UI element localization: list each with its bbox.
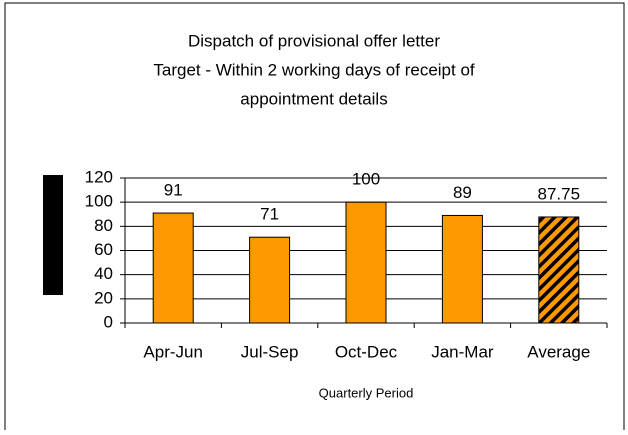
y-tick-label: 0 <box>104 312 113 331</box>
bar <box>345 201 387 324</box>
x-tick-label: Oct-Dec <box>335 342 398 361</box>
chart-title: appointment details <box>240 89 387 108</box>
bar <box>441 214 483 324</box>
chart-title: Dispatch of provisional offer letter <box>188 31 440 50</box>
value-label: 71 <box>260 205 279 224</box>
x-tick-label: Average <box>527 342 590 361</box>
y-tick-label: 80 <box>94 216 113 235</box>
y-tick-label: 100 <box>85 192 113 211</box>
chart-title: Target - Within 2 working days of receip… <box>153 60 475 79</box>
x-tick-label: Jan-Mar <box>431 342 494 361</box>
value-label: 100 <box>352 170 380 189</box>
y-tick-label: 40 <box>94 264 113 283</box>
y-tick-label: 60 <box>94 240 113 259</box>
x-tick-label: Apr-Jun <box>143 342 203 361</box>
redacted-axis-title <box>43 175 63 295</box>
chart-frame <box>4 2 625 435</box>
y-tick-label: 20 <box>94 288 113 307</box>
y-tick-label: 120 <box>85 167 113 186</box>
bar <box>152 212 194 324</box>
bar <box>249 236 291 324</box>
x-axis-label: Quarterly Period <box>319 385 414 400</box>
value-label: 89 <box>453 183 472 202</box>
value-label: 87.75 <box>538 184 581 203</box>
bar <box>538 216 580 324</box>
x-tick-label: Jul-Sep <box>241 342 299 361</box>
value-label: 91 <box>164 181 183 200</box>
